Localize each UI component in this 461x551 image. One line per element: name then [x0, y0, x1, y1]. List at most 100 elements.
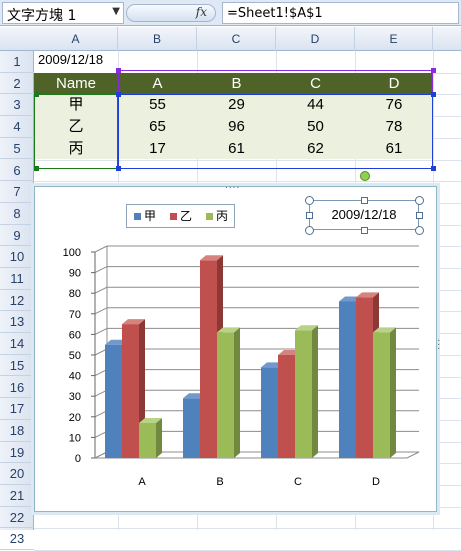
range-handle[interactable] [34, 92, 39, 97]
chart-textbox[interactable]: 2009/12/18 [309, 200, 419, 230]
column-header-a[interactable]: A [34, 27, 118, 51]
row-header-21[interactable]: 21 [0, 485, 34, 507]
range-handle[interactable] [431, 92, 436, 97]
textbox-handle[interactable] [304, 225, 314, 235]
range-handle[interactable] [116, 68, 121, 73]
grid-hline [34, 528, 461, 530]
gridline-side [94, 307, 108, 315]
bar-top [122, 319, 145, 325]
row-header-17[interactable]: 17 [0, 398, 34, 420]
column-header-d[interactable]: D [276, 27, 355, 51]
row-header-6[interactable]: 6 [0, 160, 34, 182]
chart-area[interactable]: ∙∙∙∙ ∙ ∙ ∙ 0 10 20 30 40 50 60 70 80 90 100 A B C D 甲乙丙 … [34, 171, 440, 512]
bar [183, 398, 200, 458]
textbox-handle[interactable] [415, 211, 423, 219]
row-header-2[interactable]: 2 [0, 73, 34, 95]
column-header-e[interactable]: E [355, 27, 433, 51]
gridline-side [94, 266, 108, 274]
data-cell-r3-0[interactable]: 丙 [34, 137, 118, 160]
row-header-7[interactable]: 7 [0, 181, 34, 203]
legend-item[interactable]: 丙 [206, 205, 228, 227]
header-cell-2[interactable]: B [197, 72, 276, 95]
row-header-15[interactable]: 15 [0, 355, 34, 377]
row-header-8[interactable]: 8 [0, 203, 34, 225]
chart-legend[interactable]: 甲 乙丙 [126, 204, 235, 228]
header-cell-4[interactable]: D [355, 72, 433, 95]
data-cell-r3-1[interactable]: 17 [118, 137, 197, 160]
bar [217, 332, 234, 458]
formula-input[interactable]: =Sheet1!$A$1 [222, 2, 459, 24]
row-header-4[interactable]: 4 [0, 116, 34, 138]
row-header-16[interactable]: 16 [0, 377, 34, 399]
fx-icon[interactable]: fx [195, 5, 207, 19]
row-header-5[interactable]: 5 [0, 138, 34, 160]
bar [122, 324, 139, 458]
data-cell-r1-3[interactable]: 44 [276, 94, 355, 117]
bar [373, 332, 390, 458]
legend-item[interactable]: 甲 [134, 205, 156, 227]
row-header-11[interactable]: 11 [0, 268, 34, 290]
textbox-handle[interactable] [414, 195, 424, 205]
textbox-handle[interactable] [360, 196, 368, 204]
data-cell-r2-0[interactable]: 乙 [34, 116, 118, 138]
data-cell-r2-2[interactable]: 96 [197, 116, 276, 138]
row-header-13[interactable]: 13 [0, 311, 34, 334]
data-cell-r2-4[interactable]: 78 [355, 116, 433, 138]
bar-side [156, 417, 162, 458]
y-tick-label: 20 [69, 412, 81, 424]
column-header-c[interactable]: C [197, 27, 276, 51]
formula-bar: 文字方塊 1 ▼ fx =Sheet1!$A$1 [0, 0, 461, 26]
row-header-9[interactable]: 9 [0, 225, 34, 247]
resize-handle-right[interactable]: ∙ ∙ ∙ [437, 335, 440, 354]
row-header-23[interactable]: 23 [0, 528, 34, 551]
row-header-20[interactable]: 20 [0, 463, 34, 485]
bar-top [356, 292, 379, 298]
header-cell-3[interactable]: C [276, 72, 355, 95]
name-box[interactable]: 文字方塊 1 ▼ [2, 2, 124, 24]
range-handle[interactable] [34, 166, 39, 171]
y-tick-label: 100 [63, 247, 81, 259]
data-cell-r1-1[interactable]: 55 [118, 94, 197, 117]
range-handle[interactable] [116, 166, 121, 171]
formula-controls[interactable]: fx [126, 4, 216, 22]
header-cell-0[interactable]: Name [34, 72, 118, 95]
data-cell-r3-3[interactable]: 62 [276, 137, 355, 160]
data-cell-r2-1[interactable]: 65 [118, 116, 197, 138]
row-header-14[interactable]: 14 [0, 333, 34, 355]
textbox-handle[interactable] [360, 226, 368, 234]
y-tick-label: 90 [69, 268, 81, 280]
cell-a1[interactable]: 2009/12/18 [38, 52, 104, 67]
data-cell-r1-4[interactable]: 76 [355, 94, 433, 117]
row-header-18[interactable]: 18 [0, 420, 34, 442]
row-header-19[interactable]: 19 [0, 442, 34, 464]
row-header-22[interactable]: 22 [0, 507, 34, 529]
textbox-handle[interactable] [304, 195, 314, 205]
row-header-3[interactable]: 3 [0, 94, 34, 117]
textbox-handle[interactable] [305, 211, 313, 219]
column-header-b[interactable]: B [118, 27, 197, 51]
data-cell-r3-4[interactable]: 61 [355, 137, 433, 160]
chevron-down-icon[interactable]: ▼ [112, 6, 120, 17]
range-handle[interactable] [431, 166, 436, 171]
row-header-10[interactable]: 10 [0, 246, 34, 268]
legend-swatch [170, 213, 177, 220]
data-cell-r1-2[interactable]: 29 [197, 94, 276, 117]
row-header-1[interactable]: 1 [0, 51, 34, 73]
bar [295, 330, 312, 458]
name-box-value: 文字方塊 1 [7, 8, 77, 24]
gridline-side [94, 327, 108, 335]
rotate-handle[interactable] [360, 171, 370, 181]
header-cell-1[interactable]: A [118, 72, 197, 95]
legend-label: 乙 [180, 209, 193, 223]
data-cell-r3-2[interactable]: 61 [197, 137, 276, 160]
textbox-handle[interactable] [414, 225, 424, 235]
range-handle[interactable] [116, 92, 121, 97]
y-tick-label: 60 [69, 329, 81, 341]
legend-item[interactable]: 乙 [170, 205, 192, 227]
range-handle[interactable] [431, 68, 436, 73]
data-cell-r2-3[interactable]: 50 [276, 116, 355, 138]
data-cell-r1-0[interactable]: 甲 [34, 94, 118, 117]
row-header-12[interactable]: 12 [0, 290, 34, 312]
resize-handle-top[interactable]: ∙∙∙∙ [225, 182, 241, 193]
